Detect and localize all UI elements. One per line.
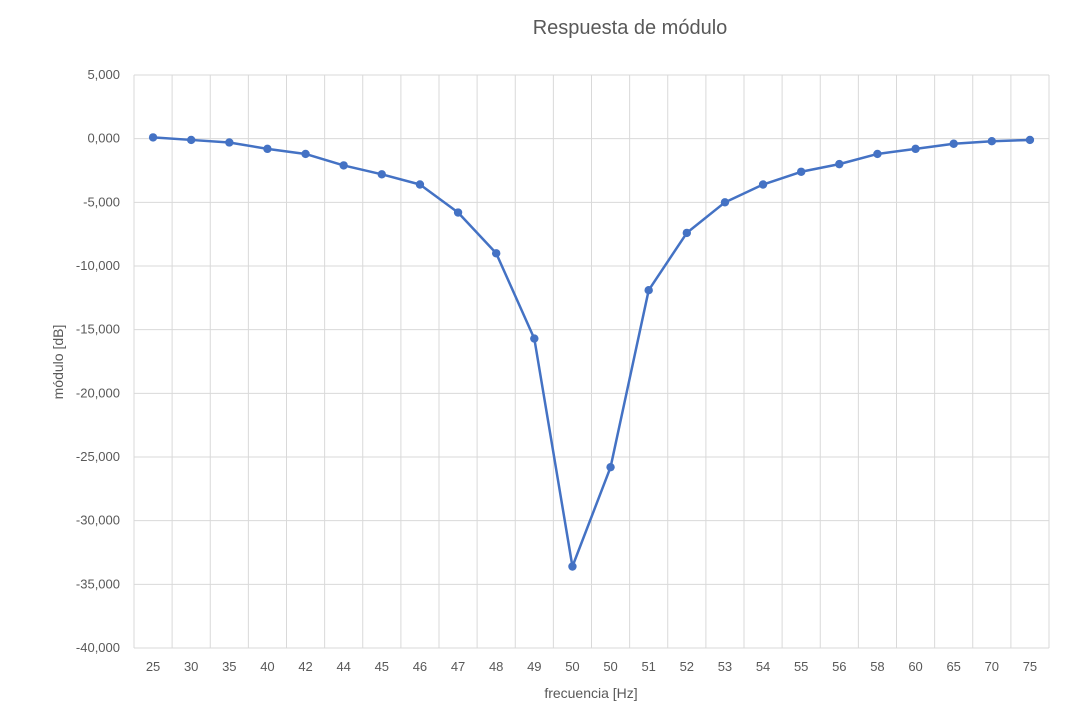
x-tick-label: 51 bbox=[641, 659, 655, 674]
gridlines bbox=[133, 74, 1050, 649]
x-tick-label: 75 bbox=[1023, 659, 1037, 674]
y-tick-label: -15,000 bbox=[76, 322, 120, 337]
x-tick-labels: 25 30 35 40 42 44 45 46 47 48 49 50 50 51 52 53 54 55 56 58… bbox=[146, 659, 1037, 674]
x-tick-label: 44 bbox=[336, 659, 350, 674]
series-layer bbox=[148, 133, 1035, 571]
x-tick-label: 55 bbox=[794, 659, 808, 674]
x-tick-label: 49 bbox=[527, 659, 541, 674]
x-tick-label: 45 bbox=[375, 659, 389, 674]
data-point bbox=[987, 137, 997, 146]
y-axis-label: módulo [dB] bbox=[50, 325, 66, 400]
y-tick-labels: 5,000 0,000 -5,000 -10,000 -15,000 -20,000 -25… bbox=[76, 67, 120, 655]
y-tick-label: -25,000 bbox=[76, 449, 120, 464]
data-point bbox=[377, 170, 387, 179]
x-tick-label: 47 bbox=[451, 659, 465, 674]
data-point bbox=[1025, 135, 1035, 145]
data-point bbox=[873, 149, 882, 159]
x-axis-label: frecuencia [Hz] bbox=[544, 685, 637, 701]
x-tick-label: 50 bbox=[565, 659, 579, 674]
y-tick-label: -20,000 bbox=[76, 385, 120, 400]
x-tick-label: 50 bbox=[603, 659, 617, 674]
x-tick-label: 53 bbox=[718, 659, 732, 674]
x-tick-label: 70 bbox=[985, 659, 999, 674]
data-point bbox=[530, 334, 539, 343]
series-line bbox=[152, 136, 1030, 568]
data-point bbox=[186, 135, 196, 145]
y-tick-label: -5,000 bbox=[83, 194, 120, 209]
x-tick-label: 40 bbox=[260, 659, 274, 674]
x-tick-label: 30 bbox=[184, 659, 198, 674]
y-tick-label: -35,000 bbox=[76, 576, 120, 591]
data-point bbox=[949, 139, 958, 148]
data-point bbox=[301, 149, 310, 159]
x-tick-label: 35 bbox=[222, 659, 236, 674]
y-tick-label: 5,000 bbox=[87, 67, 120, 82]
data-point bbox=[148, 133, 158, 142]
data-point bbox=[720, 198, 730, 207]
x-tick-label: 52 bbox=[680, 659, 694, 674]
x-tick-label: 58 bbox=[870, 659, 884, 674]
y-tick-label: -30,000 bbox=[76, 513, 120, 528]
data-point bbox=[491, 249, 501, 258]
chart-title: Respuesta de módulo bbox=[533, 17, 728, 39]
data-point bbox=[415, 180, 425, 189]
x-tick-label: 25 bbox=[146, 659, 160, 674]
x-tick-label: 42 bbox=[298, 659, 312, 674]
x-tick-label: 48 bbox=[489, 659, 503, 674]
x-tick-label: 54 bbox=[756, 659, 770, 674]
x-tick-label: 46 bbox=[413, 659, 427, 674]
data-point bbox=[835, 159, 844, 169]
data-point bbox=[263, 144, 272, 154]
x-tick-label: 56 bbox=[832, 659, 846, 674]
x-tick-label: 60 bbox=[908, 659, 922, 674]
y-tick-label: 0,000 bbox=[87, 131, 120, 146]
y-tick-label: -40,000 bbox=[76, 640, 120, 655]
data-point bbox=[225, 138, 234, 147]
data-point bbox=[911, 144, 920, 154]
data-point bbox=[682, 228, 692, 238]
data-point bbox=[606, 462, 615, 472]
data-point bbox=[796, 167, 806, 176]
x-tick-label: 65 bbox=[946, 659, 960, 674]
data-point bbox=[568, 562, 577, 571]
data-point bbox=[453, 208, 463, 217]
data-point bbox=[339, 161, 348, 170]
data-point bbox=[758, 180, 768, 189]
y-tick-label: -10,000 bbox=[76, 258, 120, 273]
data-point bbox=[644, 285, 653, 295]
